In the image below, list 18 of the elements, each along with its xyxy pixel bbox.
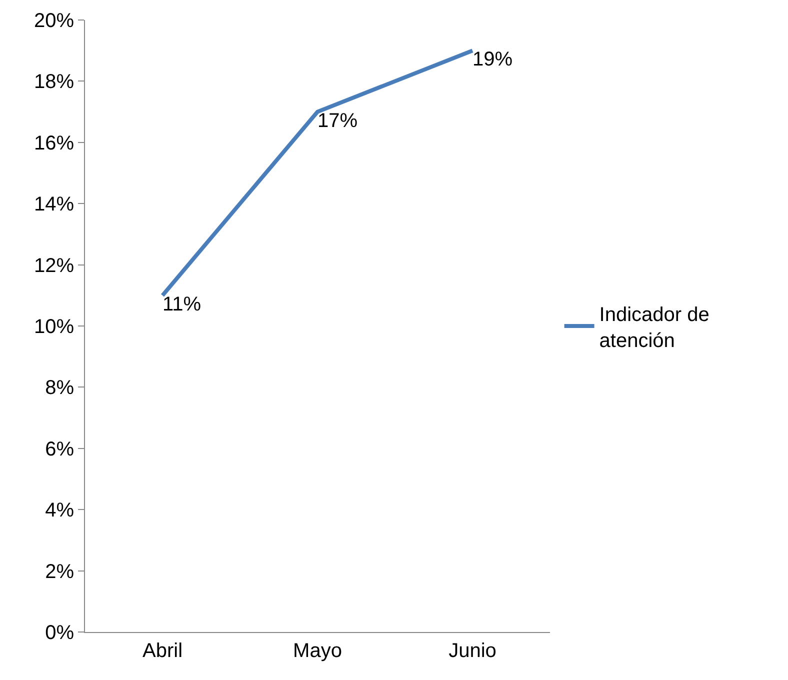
y-tick-label: 18% [34, 71, 74, 94]
y-tick-label: 20% [34, 10, 74, 32]
y-tick-label: 10% [34, 316, 74, 338]
y-tick-label: 2% [45, 560, 74, 583]
x-tick-label: Junio [448, 640, 496, 662]
x-tick-label: Abril [142, 640, 183, 662]
legend-label: Indicador de atención [599, 304, 710, 352]
y-tick-label: 12% [34, 254, 74, 277]
y-tick-label: 16% [34, 132, 74, 154]
data-label: 17% [318, 110, 358, 132]
y-tick-label: 6% [45, 438, 74, 460]
data-label: 19% [472, 48, 513, 71]
y-tick-label: 8% [45, 377, 74, 400]
y-tick-label: 4% [45, 500, 74, 522]
data-label: 11% [162, 293, 202, 316]
y-tick-label: 14% [34, 194, 74, 216]
y-tick-label: 0% [45, 622, 74, 644]
x-tick-label: Mayo [293, 640, 342, 662]
